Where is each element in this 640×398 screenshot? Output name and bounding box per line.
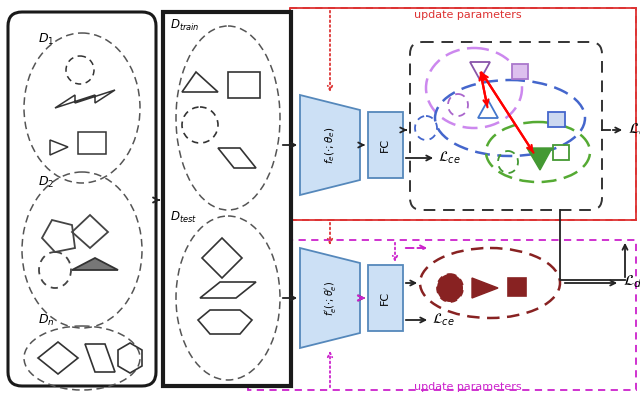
Text: $D_n$: $D_n$	[38, 313, 54, 328]
Text: $f_e'(\cdot;\theta_e')$: $f_e'(\cdot;\theta_e')$	[323, 280, 337, 316]
Polygon shape	[300, 95, 360, 195]
Text: $D_{train}$: $D_{train}$	[170, 18, 200, 33]
Polygon shape	[300, 248, 360, 348]
Polygon shape	[527, 148, 552, 170]
Bar	[78, 132, 106, 154]
Text: FC: FC	[380, 291, 390, 305]
Bar	[548, 112, 565, 127]
Text: $D_{test}$: $D_{test}$	[170, 210, 197, 225]
Text: $\mathcal{L}_{ce}$: $\mathcal{L}_{ce}$	[438, 150, 461, 166]
FancyBboxPatch shape	[8, 12, 156, 386]
Bar	[553, 145, 569, 160]
Text: $\mathcal{L}_{ce}$: $\mathcal{L}_{ce}$	[432, 312, 454, 328]
Text: $D_1$: $D_1$	[38, 32, 54, 47]
Bar	[368, 265, 403, 331]
Text: $\mathcal{L}_{dg}$: $\mathcal{L}_{dg}$	[623, 274, 640, 292]
Polygon shape	[72, 258, 118, 270]
Ellipse shape	[437, 274, 463, 302]
Bar	[228, 72, 260, 98]
Bar	[163, 12, 291, 386]
Bar	[508, 278, 526, 296]
Text: $D_2$: $D_2$	[38, 175, 54, 190]
Text: FC: FC	[380, 138, 390, 152]
Bar	[368, 112, 403, 178]
Text: $\mathcal{L}_{ct}$: $\mathcal{L}_{ct}$	[628, 122, 640, 139]
Text: update parameters: update parameters	[414, 382, 522, 392]
FancyBboxPatch shape	[410, 42, 602, 210]
Bar	[512, 64, 528, 79]
Text: update parameters: update parameters	[414, 10, 522, 20]
Text: $f_e(\cdot;\theta_e)$: $f_e(\cdot;\theta_e)$	[323, 126, 337, 164]
Polygon shape	[472, 278, 498, 298]
